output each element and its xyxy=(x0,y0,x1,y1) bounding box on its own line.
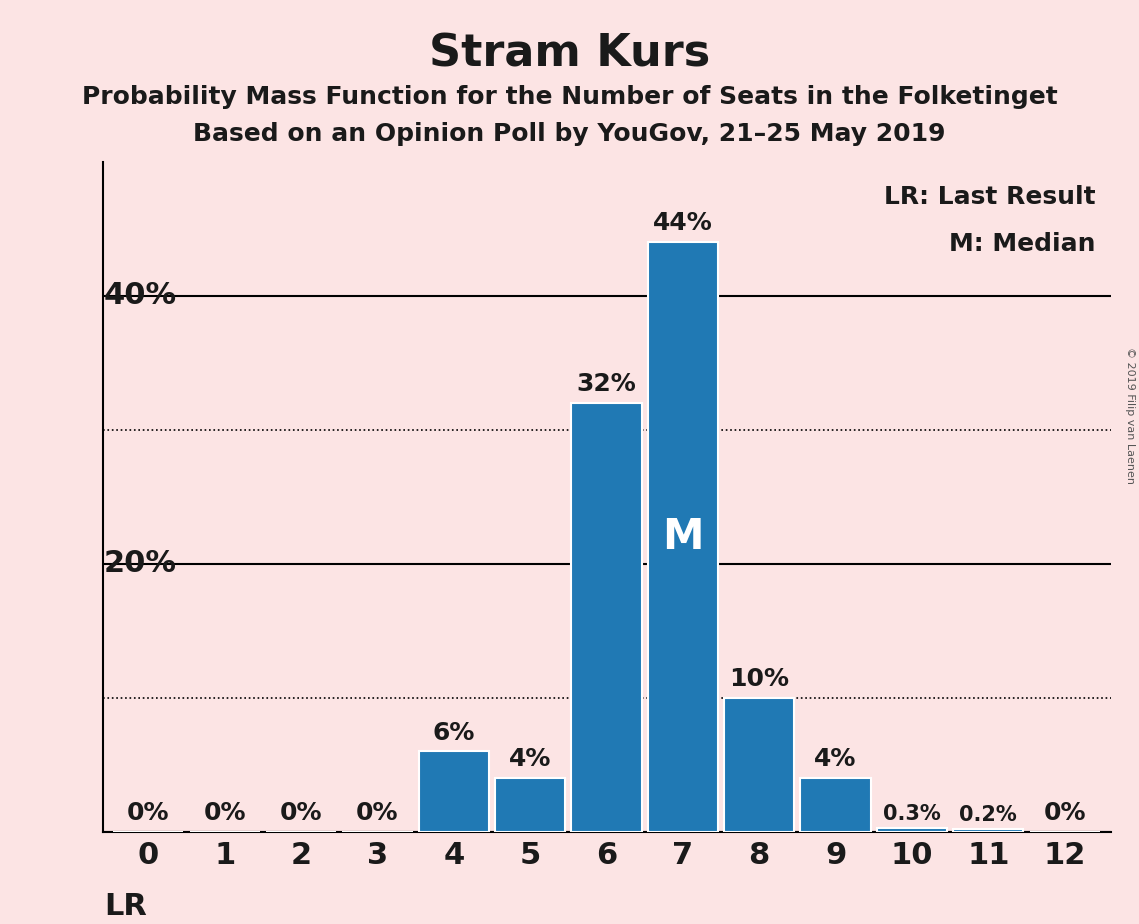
Text: M: M xyxy=(662,516,704,558)
Bar xyxy=(877,828,948,832)
Text: 0%: 0% xyxy=(204,801,246,825)
Text: Probability Mass Function for the Number of Seats in the Folketinget: Probability Mass Function for the Number… xyxy=(82,85,1057,109)
Text: 0%: 0% xyxy=(128,801,170,825)
Text: 10%: 10% xyxy=(729,667,789,691)
Text: Stram Kurs: Stram Kurs xyxy=(429,32,710,76)
Text: 6%: 6% xyxy=(433,721,475,745)
Text: 44%: 44% xyxy=(653,212,713,236)
Bar xyxy=(724,698,794,832)
Text: 0%: 0% xyxy=(280,801,322,825)
Text: 20%: 20% xyxy=(104,549,177,578)
Text: Based on an Opinion Poll by YouGov, 21–25 May 2019: Based on an Opinion Poll by YouGov, 21–2… xyxy=(194,122,945,146)
Text: 0.3%: 0.3% xyxy=(883,804,941,823)
Bar xyxy=(572,403,641,832)
Text: LR: Last Result: LR: Last Result xyxy=(884,185,1096,209)
Text: 0%: 0% xyxy=(357,801,399,825)
Text: 0.2%: 0.2% xyxy=(959,805,1017,825)
Text: 40%: 40% xyxy=(104,281,178,310)
Text: 4%: 4% xyxy=(814,748,857,772)
Bar xyxy=(495,778,565,832)
Bar xyxy=(801,778,870,832)
Text: 4%: 4% xyxy=(509,748,551,772)
Text: M: Median: M: Median xyxy=(949,232,1096,256)
Bar xyxy=(648,242,718,832)
Text: LR: LR xyxy=(104,892,147,921)
Text: 0%: 0% xyxy=(1043,801,1085,825)
Bar xyxy=(419,751,489,832)
Text: © 2019 Filip van Laenen: © 2019 Filip van Laenen xyxy=(1125,347,1134,484)
Text: 32%: 32% xyxy=(576,372,637,396)
Bar xyxy=(953,829,1024,832)
